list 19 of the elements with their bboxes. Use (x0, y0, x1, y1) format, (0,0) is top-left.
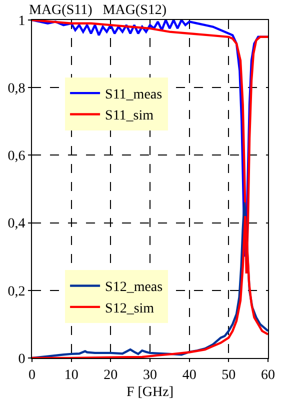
legend-label: S12_sim (105, 301, 154, 316)
legend-label: S11_sim (105, 108, 154, 124)
x-tick-label: 30 (143, 368, 157, 383)
x-tick-label: 40 (182, 368, 196, 383)
y-tick-label: 0,4 (8, 216, 26, 232)
x-tick-label: 50 (222, 368, 236, 383)
legend-label: S12_meas (105, 280, 163, 296)
x-tick-label: 20 (104, 368, 118, 383)
y-tick-label: 1 (18, 14, 26, 29)
x-axis-title: F [GHz] (126, 385, 174, 400)
x-tick-label: 10 (64, 368, 78, 383)
y-tick-label: 0,8 (8, 82, 26, 96)
legend-label: S11_meas (105, 88, 162, 103)
y-tick-label: 0,2 (8, 284, 26, 300)
y-tick-label: 0,6 (8, 149, 26, 164)
x-tick-label: 60 (261, 368, 275, 383)
y-tick-label: 0 (18, 352, 26, 367)
x-tick-label: 0 (28, 368, 36, 383)
y-axis-title: MAG(S11) MAG(S12) (29, 3, 167, 18)
